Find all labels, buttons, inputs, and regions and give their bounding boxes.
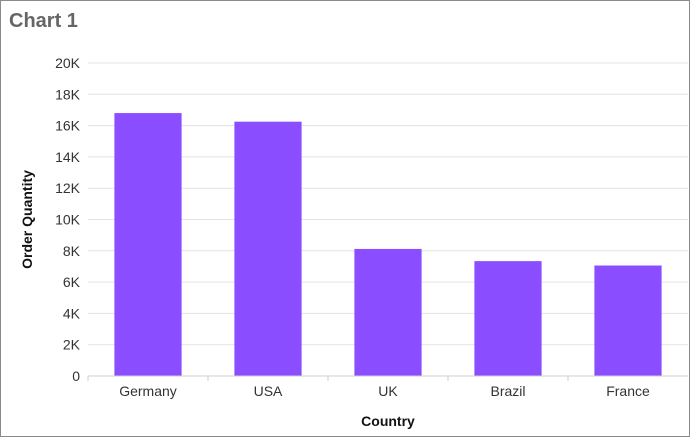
- y-tick-label: 10K: [55, 212, 81, 228]
- y-tick-label: 20K: [55, 55, 81, 71]
- x-tick-label: Brazil: [490, 383, 525, 399]
- y-tick-label: 12K: [55, 180, 81, 196]
- bar: [234, 121, 302, 376]
- y-tick-label: 0: [72, 368, 80, 384]
- y-tick-label: 18K: [55, 86, 81, 102]
- x-tick-label: Germany: [119, 383, 177, 399]
- x-tick-label: France: [606, 383, 650, 399]
- x-axis-title: Country: [361, 413, 415, 429]
- y-tick-label: 2K: [63, 337, 81, 353]
- x-tick-label: UK: [378, 383, 398, 399]
- chart-title: Chart 1: [9, 10, 78, 32]
- bar: [354, 248, 422, 376]
- y-tick-label: 16K: [55, 118, 81, 134]
- y-tick-label: 4K: [63, 305, 81, 321]
- y-tick-label: 14K: [55, 149, 81, 165]
- y-tick-label: 8K: [63, 243, 81, 259]
- x-tick-label: USA: [254, 383, 283, 399]
- y-axis-title: Order Quantity: [19, 170, 35, 269]
- y-tick-label: 6K: [63, 274, 81, 290]
- bar: [594, 265, 662, 376]
- bar: [114, 113, 182, 376]
- bars: [114, 113, 662, 376]
- bar: [474, 261, 542, 376]
- y-axis-ticks: 0 2K 4K 6K 8K 10K 12K 14K 16K 18K 20K: [55, 55, 81, 384]
- x-axis-ticks: Germany USA UK Brazil France: [87, 376, 650, 399]
